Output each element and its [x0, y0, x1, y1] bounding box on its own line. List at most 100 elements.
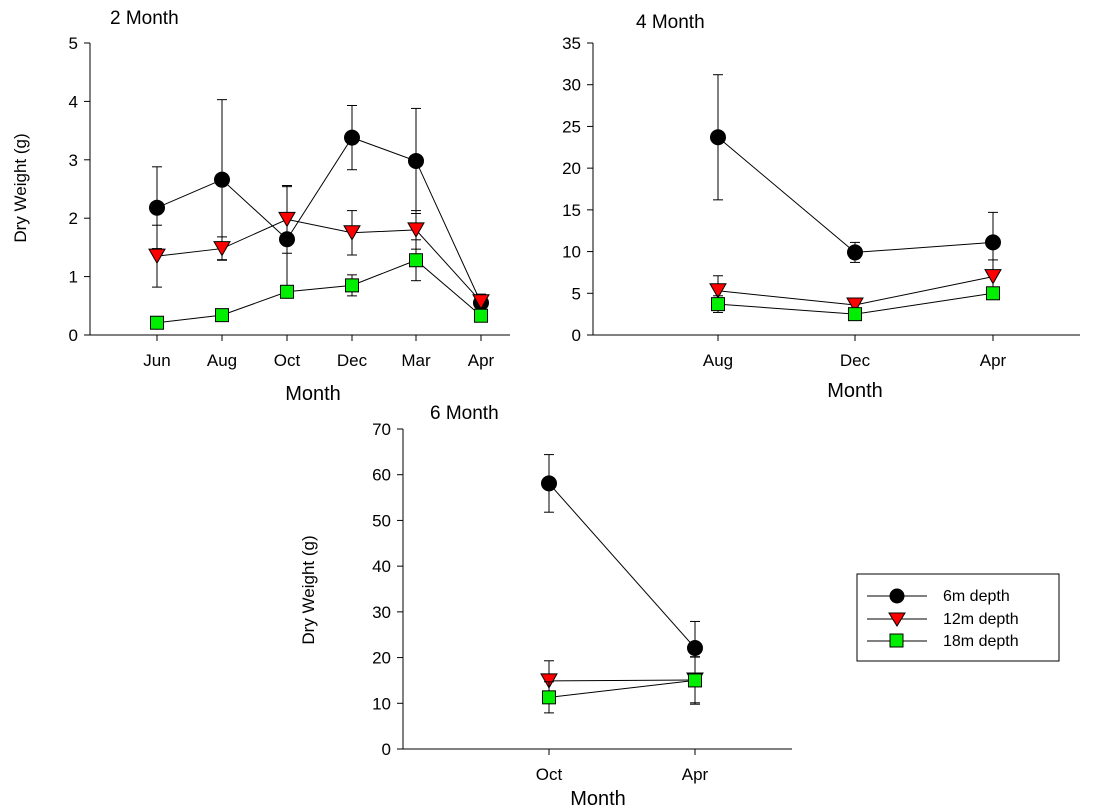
x-axis-title: Month [827, 380, 883, 402]
data-point-triangle [984, 269, 1002, 285]
chart-6-month: 6 Month Dry Weight (g) Month 0 10 20 30 40 50… [299, 403, 792, 810]
x-tick-label: Apr [682, 765, 709, 784]
x-tick-label: Dec [840, 351, 871, 370]
series-18m-depth [542, 656, 702, 714]
data-point-square [215, 308, 229, 323]
y-tick-label: 3 [69, 151, 78, 170]
data-point-circle [149, 199, 165, 216]
x-tick-label: Jun [143, 351, 170, 370]
y-axis-title-text: Dry Weight (g) [11, 133, 30, 242]
data-point-triangle [407, 222, 425, 238]
series-18m-depth [711, 286, 1000, 322]
data-point-triangle [278, 211, 296, 228]
data-point-circle [344, 129, 360, 146]
legend-label: 18m depth [943, 633, 1019, 650]
series-line [156, 218, 482, 303]
legend-marker-square [889, 633, 904, 648]
y-tick-label: 5 [572, 284, 581, 303]
y-tick-label: 0 [382, 740, 391, 759]
y-tick-label: 20 [562, 159, 581, 178]
data-point-square [345, 278, 359, 293]
series-line [548, 679, 696, 698]
x-tick-label: Dec [337, 351, 368, 370]
y-axis-title-text: Dry Weight (g) [299, 535, 318, 644]
y-tick-label: 15 [562, 201, 581, 220]
y-tick-label: 35 [562, 34, 581, 53]
series-6m-depth [710, 74, 1001, 273]
y-tick-label: 2 [69, 209, 78, 228]
x-tick-label: Aug [207, 351, 237, 370]
legend-label: 6m depth [943, 588, 1010, 605]
legend-label: 12m depth [943, 611, 1019, 628]
plot-area: 0 10 20 30 40 50 60 70 Oct Apr [372, 420, 792, 784]
data-point-square [542, 690, 556, 705]
data-point-square [848, 307, 862, 322]
data-point-circle [687, 639, 703, 656]
series-18m-depth [150, 239, 488, 330]
y-tick-label: 0 [69, 326, 78, 345]
series-12m-depth [540, 656, 704, 704]
legend-marker-circle [889, 588, 905, 604]
legend-item-18m: 18m depth [867, 633, 1019, 650]
y-tick-label: 30 [562, 76, 581, 95]
legend-item-6m: 6m depth [867, 588, 1010, 605]
data-point-square [409, 253, 423, 268]
chart-4-month: 4 Month Month 0 5 10 15 20 25 30 35 Aug Dec Apr [562, 12, 1080, 402]
data-point-circle [408, 152, 424, 169]
plot-area: 0 1 2 3 4 5 Jun Aug Oct Dec Mar Apr [69, 34, 510, 370]
series-12m-depth [709, 259, 1002, 313]
x-tick-label: Oct [274, 351, 301, 370]
series-6m-depth [541, 454, 703, 675]
data-point-triangle [709, 283, 727, 299]
y-tick-label: 10 [372, 694, 391, 713]
data-point-triangle [472, 294, 490, 310]
data-point-square [986, 286, 1000, 301]
data-point-circle [541, 475, 557, 492]
data-point-square [474, 308, 488, 323]
y-tick-label: 4 [69, 92, 78, 111]
y-tick-label: 20 [372, 649, 391, 668]
data-point-circle [214, 171, 230, 188]
data-point-triangle [343, 225, 361, 241]
x-tick-label: Aug [703, 351, 733, 370]
series-line [717, 136, 994, 253]
data-point-triangle [148, 248, 166, 265]
y-tick-label: 5 [69, 34, 78, 53]
y-tick-label: 40 [372, 557, 391, 576]
chart-title: 4 Month [636, 12, 705, 33]
series-line [156, 259, 482, 324]
x-axis-title: Month [570, 788, 626, 810]
data-point-triangle [846, 297, 864, 313]
y-tick-label: 25 [562, 117, 581, 136]
legend: 6m depth 12m depth 18m depth [856, 573, 1060, 662]
y-tick-label: 1 [69, 268, 78, 287]
legend-marker-triangle [888, 612, 906, 627]
series-line [548, 679, 696, 682]
series-line [548, 483, 696, 649]
data-point-square [711, 297, 725, 312]
y-axis-title: Dry Weight (g) [11, 133, 30, 242]
chart-title: 6 Month [430, 403, 499, 424]
y-tick-label: 30 [372, 603, 391, 622]
y-tick-label: 60 [372, 466, 391, 485]
y-tick-label: 10 [562, 243, 581, 262]
data-point-square [280, 284, 294, 299]
data-point-circle [985, 234, 1001, 251]
data-point-square [150, 315, 164, 330]
x-tick-label: Apr [468, 351, 495, 370]
legend-item-12m: 12m depth [867, 611, 1019, 628]
series-6m-depth [149, 99, 489, 313]
plot-area: 0 5 10 15 20 25 30 35 Aug Dec Apr [562, 34, 1080, 370]
y-tick-label: 70 [372, 420, 391, 439]
data-point-circle [710, 129, 726, 146]
data-point-square [688, 673, 702, 688]
y-tick-label: 0 [572, 326, 581, 345]
x-tick-label: Oct [536, 765, 563, 784]
data-point-triangle [213, 241, 231, 257]
chart-title: 2 Month [110, 8, 179, 29]
y-tick-label: 50 [372, 511, 391, 530]
y-axis-title: Dry Weight (g) [299, 535, 318, 644]
data-point-triangle [540, 673, 558, 689]
series-line [156, 137, 482, 304]
